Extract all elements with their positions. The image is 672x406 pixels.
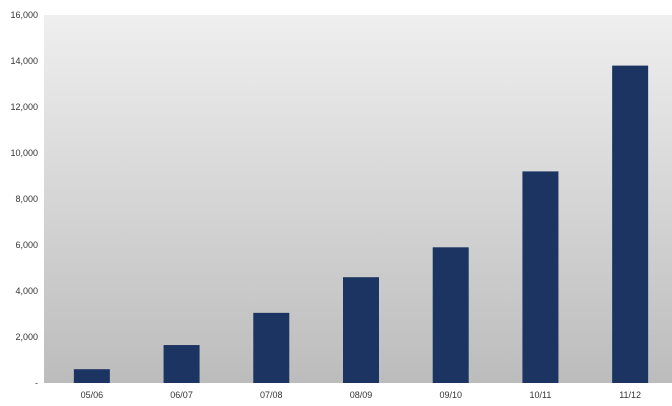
x-tick-label: 11/12 xyxy=(619,390,641,400)
x-tick-label: 07/08 xyxy=(260,390,283,400)
x-tick-label: 08/09 xyxy=(350,390,373,400)
x-tick-label: 09/10 xyxy=(439,390,462,400)
bar-10-11 xyxy=(522,171,559,383)
bar-09-10 xyxy=(432,247,469,383)
y-axis: - 2,000 4,000 6,000 8,000 10,000 12,000 14,000 1… xyxy=(10,10,38,388)
bars-group xyxy=(73,65,649,383)
y-tick-label: 12,000 xyxy=(10,102,38,112)
y-tick-label: 2,000 xyxy=(15,332,38,342)
bar-11-12 xyxy=(612,65,649,383)
x-tick-label: 05/06 xyxy=(81,390,104,400)
bar-05-06 xyxy=(73,369,110,383)
x-axis: 05/06 06/07 07/08 08/09 09/10 10/11 11/12 xyxy=(81,390,641,400)
y-tick-label: 6,000 xyxy=(15,240,38,250)
y-tick-label: 16,000 xyxy=(10,10,38,20)
y-tick-label: - xyxy=(35,378,38,388)
x-tick-label: 06/07 xyxy=(170,390,193,400)
y-tick-label: 4,000 xyxy=(15,286,38,296)
bar-08-09 xyxy=(343,277,379,383)
bar-07-08 xyxy=(253,312,290,383)
x-tick-label: 10/11 xyxy=(529,390,551,400)
bar-06-07 xyxy=(163,345,200,383)
y-tick-label: 10,000 xyxy=(10,148,38,158)
y-tick-label: 8,000 xyxy=(15,194,38,204)
y-tick-label: 14,000 xyxy=(10,56,38,66)
